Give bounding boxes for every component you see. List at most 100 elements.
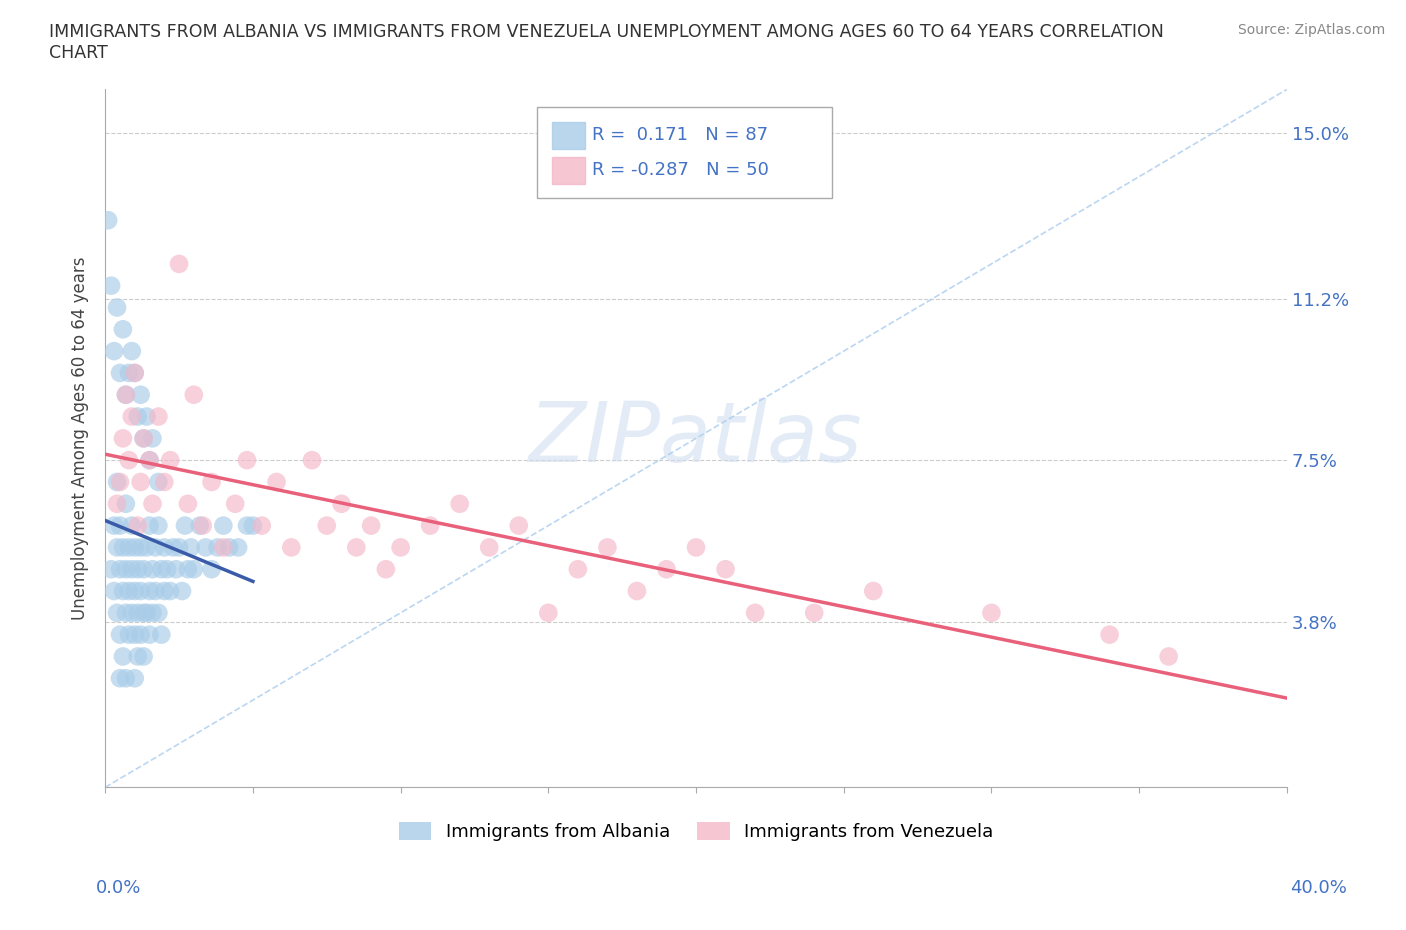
Point (108, 627, 131, 642)
Point (236, 518, 259, 533)
Text: Source: ZipAtlas.com: Source: ZipAtlas.com (1237, 23, 1385, 37)
Point (111, 540, 134, 555)
Point (280, 540, 302, 555)
Point (115, 605, 138, 620)
Point (132, 605, 155, 620)
Point (129, 540, 152, 555)
Text: 40.0%: 40.0% (1291, 879, 1347, 897)
Point (567, 562, 589, 577)
Point (121, 409, 143, 424)
Point (174, 518, 197, 533)
Text: IMMIGRANTS FROM ALBANIA VS IMMIGRANTS FROM VENEZUELA UNEMPLOYMENT AMONG AGES 60 : IMMIGRANTS FROM ALBANIA VS IMMIGRANTS FR… (49, 23, 1164, 62)
Point (100, 278, 122, 293)
Point (150, 627, 173, 642)
Point (127, 605, 149, 620)
Point (596, 540, 619, 555)
Point (141, 497, 163, 512)
Point (108, 365, 131, 380)
Point (148, 474, 170, 489)
Point (180, 540, 202, 555)
Text: 0.0%: 0.0% (96, 879, 141, 897)
Point (1098, 627, 1121, 642)
Point (121, 518, 143, 533)
Point (135, 540, 157, 555)
Point (135, 409, 157, 424)
Point (118, 453, 141, 468)
Point (419, 518, 441, 533)
Point (200, 474, 222, 489)
Point (124, 671, 146, 685)
Point (218, 540, 240, 555)
Point (744, 605, 766, 620)
Point (389, 540, 412, 555)
Point (127, 649, 149, 664)
Point (162, 540, 184, 555)
Point (167, 257, 190, 272)
Point (108, 671, 131, 685)
Point (108, 562, 131, 577)
Point (167, 540, 190, 555)
Point (626, 584, 648, 599)
Point (236, 453, 259, 468)
Point (132, 431, 155, 445)
Point (124, 584, 146, 599)
Point (115, 387, 138, 402)
Point (108, 518, 131, 533)
Point (212, 540, 235, 555)
Point (138, 627, 160, 642)
Point (115, 387, 138, 402)
Text: R =  0.171   N = 87: R = 0.171 N = 87 (592, 126, 768, 144)
Point (124, 365, 146, 380)
Text: ZIPatlas: ZIPatlas (529, 398, 863, 479)
Point (156, 562, 179, 577)
Point (148, 409, 170, 424)
Point (315, 518, 337, 533)
Point (508, 518, 530, 533)
Point (111, 584, 134, 599)
Point (100, 562, 122, 577)
Point (132, 562, 155, 577)
Point (124, 627, 146, 642)
Point (194, 540, 217, 555)
Point (118, 627, 141, 642)
Point (105, 605, 128, 620)
Point (177, 497, 200, 512)
Point (150, 562, 173, 577)
Point (159, 584, 181, 599)
Point (138, 453, 160, 468)
Point (127, 518, 149, 533)
Point (360, 518, 382, 533)
Point (344, 540, 367, 555)
Point (124, 365, 146, 380)
Point (105, 540, 128, 555)
Point (148, 605, 170, 620)
Point (124, 540, 146, 555)
Point (242, 518, 264, 533)
Point (537, 605, 560, 620)
Point (111, 431, 134, 445)
Point (138, 584, 160, 599)
Point (226, 540, 249, 555)
Point (129, 387, 152, 402)
Point (129, 627, 152, 642)
Point (141, 562, 163, 577)
Point (138, 518, 160, 533)
Point (141, 431, 163, 445)
Point (105, 497, 128, 512)
Point (115, 562, 138, 577)
Point (183, 562, 205, 577)
FancyBboxPatch shape (537, 107, 832, 197)
Point (266, 474, 288, 489)
Point (118, 584, 141, 599)
Point (141, 605, 163, 620)
Point (212, 518, 235, 533)
Point (118, 540, 141, 555)
Point (108, 474, 131, 489)
Point (803, 605, 825, 620)
Point (135, 605, 157, 620)
Text: R = -0.287   N = 50: R = -0.287 N = 50 (592, 162, 769, 179)
Point (103, 518, 125, 533)
Point (714, 562, 737, 577)
Point (153, 540, 176, 555)
Point (655, 562, 678, 577)
